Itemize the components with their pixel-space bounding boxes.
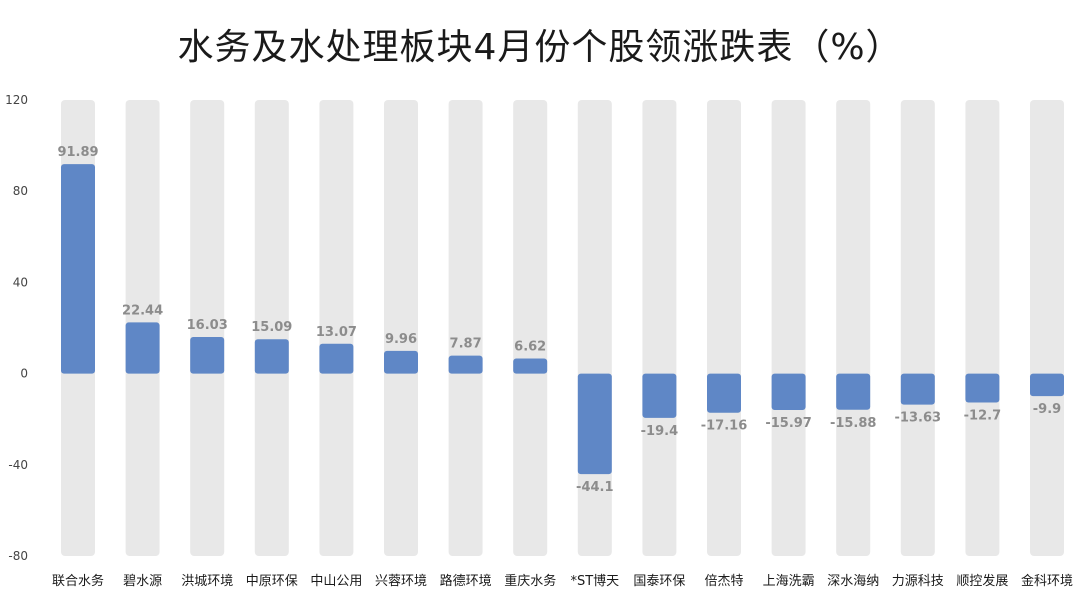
bar [642,373,677,418]
x-tick-label: 金科环境 [1021,573,1073,589]
bar [513,358,548,374]
data-label: -44.1 [576,480,613,495]
y-tick-label: 0 [20,367,28,381]
x-tick-label: 联合水务 [52,573,104,589]
x-tick-label: 碧水源 [123,574,162,589]
bar [965,373,1000,403]
bar-track [900,100,935,556]
x-tick-label: 顺控发展 [956,573,1008,589]
bar [707,373,741,413]
y-tick-label: 80 [13,184,28,198]
data-label: 15.09 [251,320,292,335]
bar-track [319,100,354,556]
bar [125,322,160,374]
y-tick-label: -80 [8,549,28,563]
x-tick-label: *ST博天 [570,574,619,589]
data-label: 7.87 [450,337,482,352]
bar [836,373,871,410]
bar-track [1030,100,1064,556]
bar [61,164,95,374]
x-tick-label: 中山公用 [310,574,362,589]
y-axis: 120 80 40 0 -40 -80 [5,93,28,563]
bar-track [384,100,418,556]
data-label: 16.03 [187,318,228,333]
y-tick-label: -40 [8,458,28,472]
x-tick-label: 重庆水务 [504,573,556,589]
x-tick-label: 洪城环境 [181,574,233,589]
bar-track [513,100,548,556]
data-label: -9.9 [1033,402,1061,417]
x-axis: 联合水务 碧水源 洪城环境 中原环保 中山公用 兴蓉环境 路德环境 重庆水务 *ST博天 国泰环保… [52,573,1073,589]
bar [1030,373,1064,397]
bar [900,373,935,405]
bar-track [448,100,483,556]
bar-track [254,100,289,556]
x-tick-label: 上海洗霸 [763,574,815,589]
y-tick-label: 120 [5,93,28,107]
bar [771,373,806,411]
x-tick-label: 国泰环保 [633,574,685,589]
data-label: -15.97 [765,416,812,431]
bar-track [707,100,741,556]
bar-track [642,100,677,556]
data-label: -12.7 [964,409,1001,424]
x-tick-label: 倍杰特 [704,574,743,589]
data-label: -13.63 [895,411,942,426]
chart-title: 水务及水处理板块4月份个股领涨跌表（%） [177,27,903,68]
bars [61,164,1064,475]
data-label: 22.44 [122,303,163,318]
x-tick-label: 路德环境 [440,573,492,589]
data-label: 6.62 [514,340,546,355]
data-label: 9.96 [385,332,417,347]
data-label: -15.88 [830,416,877,431]
bar [448,355,483,374]
x-tick-label: 力源科技 [892,574,944,589]
data-label: -19.4 [641,424,678,439]
data-labels: 91.89 22.44 16.03 15.09 13.07 9.96 7.87 6.62 -44… [57,145,1061,495]
bar-track [190,100,225,556]
data-label: 91.89 [57,145,98,160]
bar [254,339,289,374]
x-tick-label: 中原环保 [246,574,298,589]
bar-track [836,100,871,556]
bar [319,343,354,374]
bar [577,373,612,475]
x-tick-label: 深水海纳 [827,574,879,589]
y-tick-label: 40 [13,275,28,289]
data-label: 13.07 [316,325,357,340]
x-tick-label: 兴蓉环境 [375,574,427,589]
data-label: -17.16 [701,419,748,434]
bar-track [965,100,1000,556]
bar [384,350,418,374]
bar-track [771,100,806,556]
bar [190,337,225,374]
